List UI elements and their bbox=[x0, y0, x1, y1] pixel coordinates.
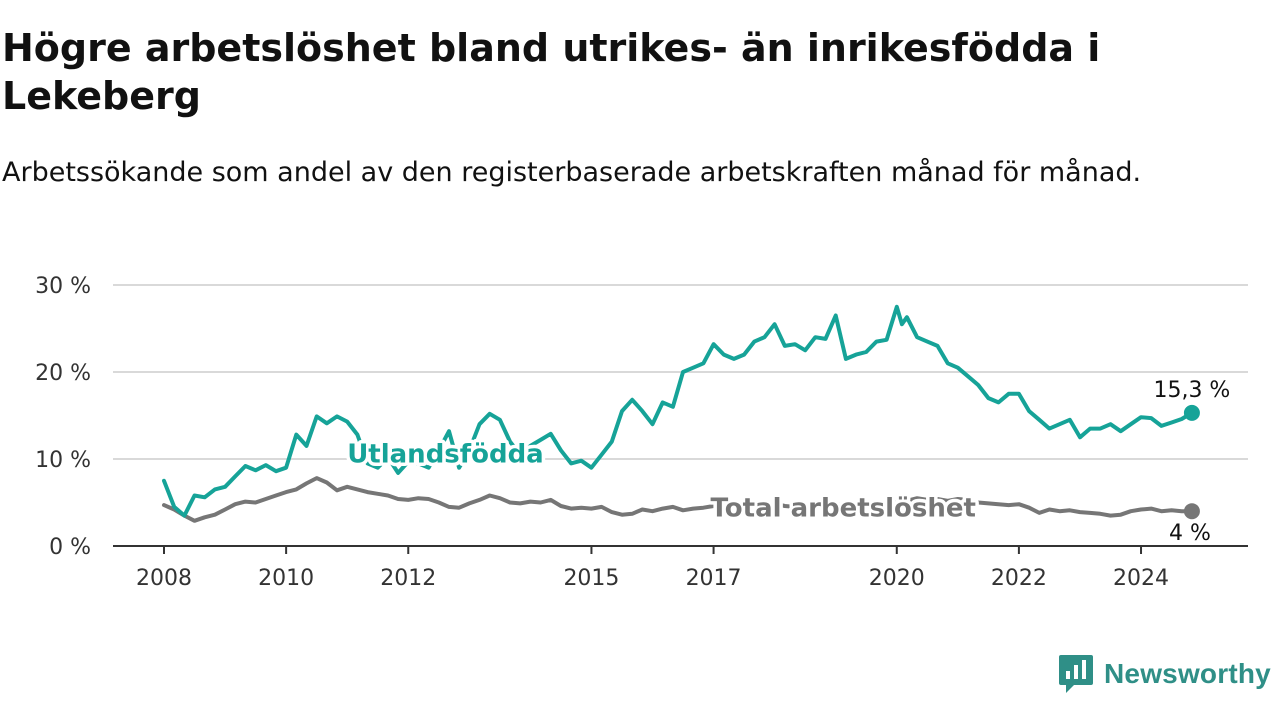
newsworthy-logo-icon bbox=[1059, 655, 1093, 693]
end-label-utlandsfodda-text: 15,3 % bbox=[1153, 378, 1230, 403]
line-chart: 0 % 10 % 20 % 30 % 2008 2010 2012 2015 2017 2020… bbox=[35, 274, 1248, 590]
end-label-total-text: 4 % bbox=[1169, 521, 1211, 546]
x-tick-label: 2017 bbox=[686, 566, 742, 590]
y-tick-label: 30 % bbox=[35, 274, 91, 299]
end-label-utlandsfodda-halo: 15,3 % bbox=[1153, 378, 1230, 403]
series-label-total-halo: Total arbetslöshet bbox=[711, 493, 976, 523]
series-label-utlandsfodda-text: Utlandsfödda bbox=[347, 439, 544, 469]
end-label-total-halo: 4 % bbox=[1169, 521, 1211, 546]
newsworthy-brand[interactable]: Newsworthy bbox=[1058, 652, 1271, 696]
y-tick-label: 20 % bbox=[35, 361, 91, 386]
series-line-total bbox=[162, 476, 1194, 523]
end-label-utlandsfodda: 15,3 %15,3 % bbox=[1150, 374, 1234, 406]
x-tick-label: 2022 bbox=[991, 566, 1047, 590]
x-tick-label: 2020 bbox=[869, 566, 925, 590]
x-tick-label: 2012 bbox=[380, 566, 436, 590]
x-tick-label: 2024 bbox=[1113, 566, 1169, 590]
end-label-total: 4 %4 % bbox=[1165, 518, 1214, 550]
y-tick-label: 10 % bbox=[35, 448, 91, 473]
series-label-utlandsfodda-halo: Utlandsfödda bbox=[347, 439, 544, 469]
y-tick-label: 0 % bbox=[49, 535, 91, 560]
chart-title: Högre arbetslöshet bland utrikes- än inr… bbox=[2, 26, 1101, 118]
chart-subtitle: Arbetssökande som andel av den registerb… bbox=[2, 157, 1142, 188]
series-label-total-text: Total arbetslöshet bbox=[711, 493, 976, 523]
x-axis: 2008 2010 2012 2015 2017 2020 2022 2024 bbox=[113, 545, 1248, 590]
x-tick-label: 2015 bbox=[563, 566, 619, 590]
end-marker-utlandsfodda bbox=[1183, 404, 1200, 421]
series-line-utlandsfodda bbox=[162, 304, 1194, 518]
gridlines bbox=[113, 284, 1248, 460]
series-lines bbox=[162, 304, 1194, 523]
x-tick-label: 2008 bbox=[136, 566, 192, 590]
end-marker-total bbox=[1183, 503, 1200, 520]
x-tick-label: 2010 bbox=[258, 566, 314, 590]
y-axis-tick-labels: 0 % 10 % 20 % 30 % bbox=[35, 274, 91, 560]
brand-name: Newsworthy bbox=[1104, 658, 1271, 689]
